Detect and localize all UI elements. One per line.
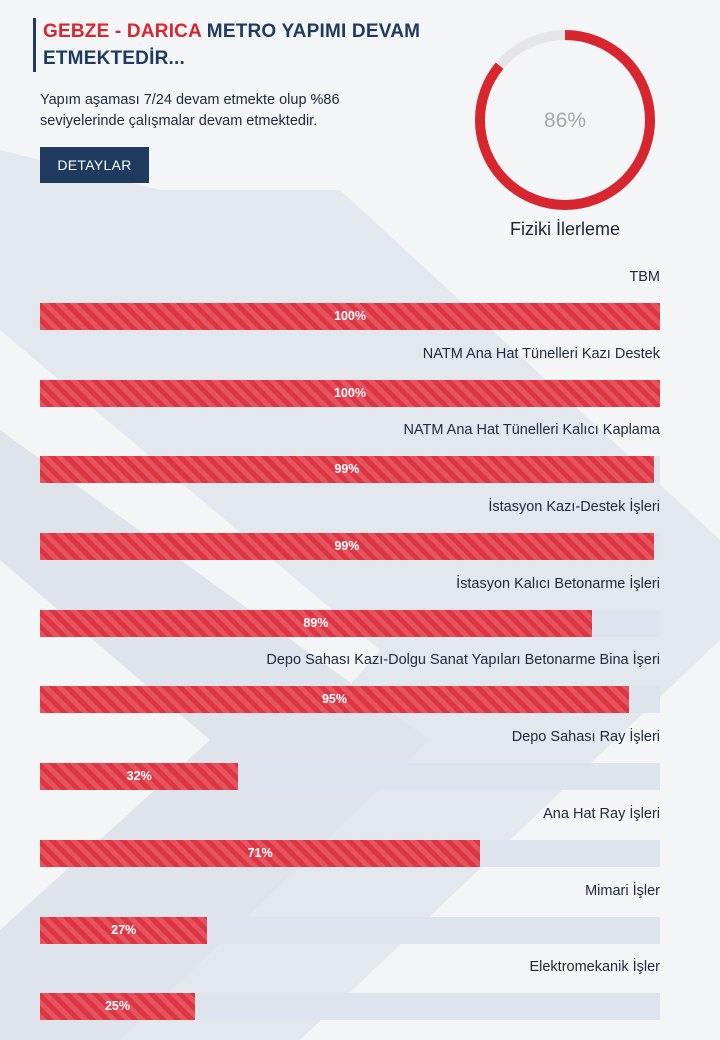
task-name: Depo Sahası Kazı-Dolgu Sanat Yapıları Be… xyxy=(266,652,660,669)
progress-track: 99% xyxy=(40,533,660,561)
task-item: İstasyon Kalıcı Betonarme İşleri 89% xyxy=(40,571,660,648)
progress-fill: 25% xyxy=(40,993,195,1021)
title-highlight: GEBZE - DARICA xyxy=(43,21,202,42)
task-name: Ana Hat Ray İşleri xyxy=(543,805,660,822)
progress-track: 100% xyxy=(40,303,660,330)
details-button[interactable]: DETAYLAR xyxy=(40,147,149,183)
task-item: TBM 100% xyxy=(40,264,660,341)
progress-percent-label: 32% xyxy=(126,769,152,784)
task-item: NATM Ana Hat Tünelleri Kalıcı Kaplama 99% xyxy=(40,417,660,494)
task-name: NATM Ana Hat Tünelleri Kazı Destek xyxy=(422,345,660,362)
progress-track: 32% xyxy=(40,763,660,791)
progress-track: 99% xyxy=(40,456,660,484)
progress-track: 27% xyxy=(40,916,660,944)
progress-percent-label: 25% xyxy=(104,999,131,1014)
task-item: Ana Hat Ray İşleri 71% xyxy=(40,801,660,878)
ring-progress-arc xyxy=(475,30,655,210)
progress-fill: 100% xyxy=(40,303,660,330)
progress-fill: 71% xyxy=(40,839,481,867)
task-progress-list: TBM 100% NATM Ana Hat Tünelleri Kazı Deste… xyxy=(40,264,660,1031)
progress-track: 25% xyxy=(40,993,660,1021)
progress-percent-label: 89% xyxy=(303,615,329,630)
progress-percent-label: 100% xyxy=(334,309,366,323)
task-item: Mimari İşler 27% xyxy=(40,878,660,955)
task-name: TBM xyxy=(629,269,660,285)
progress-track: 100% xyxy=(40,379,660,407)
task-item: Elektromekanik İşler 25% xyxy=(40,954,660,1031)
progress-fill: 95% xyxy=(40,686,629,714)
progress-percent-label: 99% xyxy=(334,462,360,477)
progress-track: 95% xyxy=(40,686,660,714)
physical-progress-label: Fiziki İlerleme xyxy=(509,219,620,239)
progress-percent-label: 71% xyxy=(247,845,273,860)
progress-fill: 99% xyxy=(40,456,654,484)
ring-percent-text: 86% xyxy=(544,109,586,132)
progress-percent-label: 95% xyxy=(321,692,348,707)
progress-fill: 32% xyxy=(40,763,239,791)
progress-fill: 99% xyxy=(40,533,654,561)
title-rest: METRO YAPIMI DEVAM ETMEKTEDİR... xyxy=(43,21,421,69)
progress-fill: 100% xyxy=(40,379,660,407)
progress-fill: 27% xyxy=(40,916,208,944)
task-item: Depo Sahası Kazı-Dolgu Sanat Yapıları Be… xyxy=(40,647,660,724)
task-name: Elektromekanik İşler xyxy=(529,959,660,976)
page-title: GEBZE - DARICA METRO YAPIMI DEVAM ETMEKT… xyxy=(33,18,453,72)
task-name: İstasyon Kalıcı Betonarme İşleri xyxy=(456,575,660,592)
task-name: İstasyon Kazı-Destek İşleri xyxy=(488,499,660,516)
progress-percent-label: 99% xyxy=(334,539,360,554)
task-item: Depo Sahası Ray İşleri 32% xyxy=(40,724,660,801)
progress-track: 71% xyxy=(40,839,660,867)
progress-percent-label: 27% xyxy=(111,922,137,937)
task-item: NATM Ana Hat Tünelleri Kazı Destek 100% xyxy=(40,341,660,418)
progress-track: 89% xyxy=(40,609,660,637)
task-name: Mimari İşler xyxy=(585,882,660,899)
task-name: NATM Ana Hat Tünelleri Kalıcı Kaplama xyxy=(403,422,660,439)
project-description: Yapım aşaması 7/24 devam etmekte olup %8… xyxy=(40,92,340,129)
progress-fill: 89% xyxy=(40,609,592,637)
progress-percent-label: 100% xyxy=(334,385,366,400)
task-item: İstasyon Kazı-Destek İşleri 99% xyxy=(40,494,660,571)
overall-progress-ring: 86% xyxy=(475,30,655,210)
task-name: Depo Sahası Ray İşleri xyxy=(511,729,660,746)
